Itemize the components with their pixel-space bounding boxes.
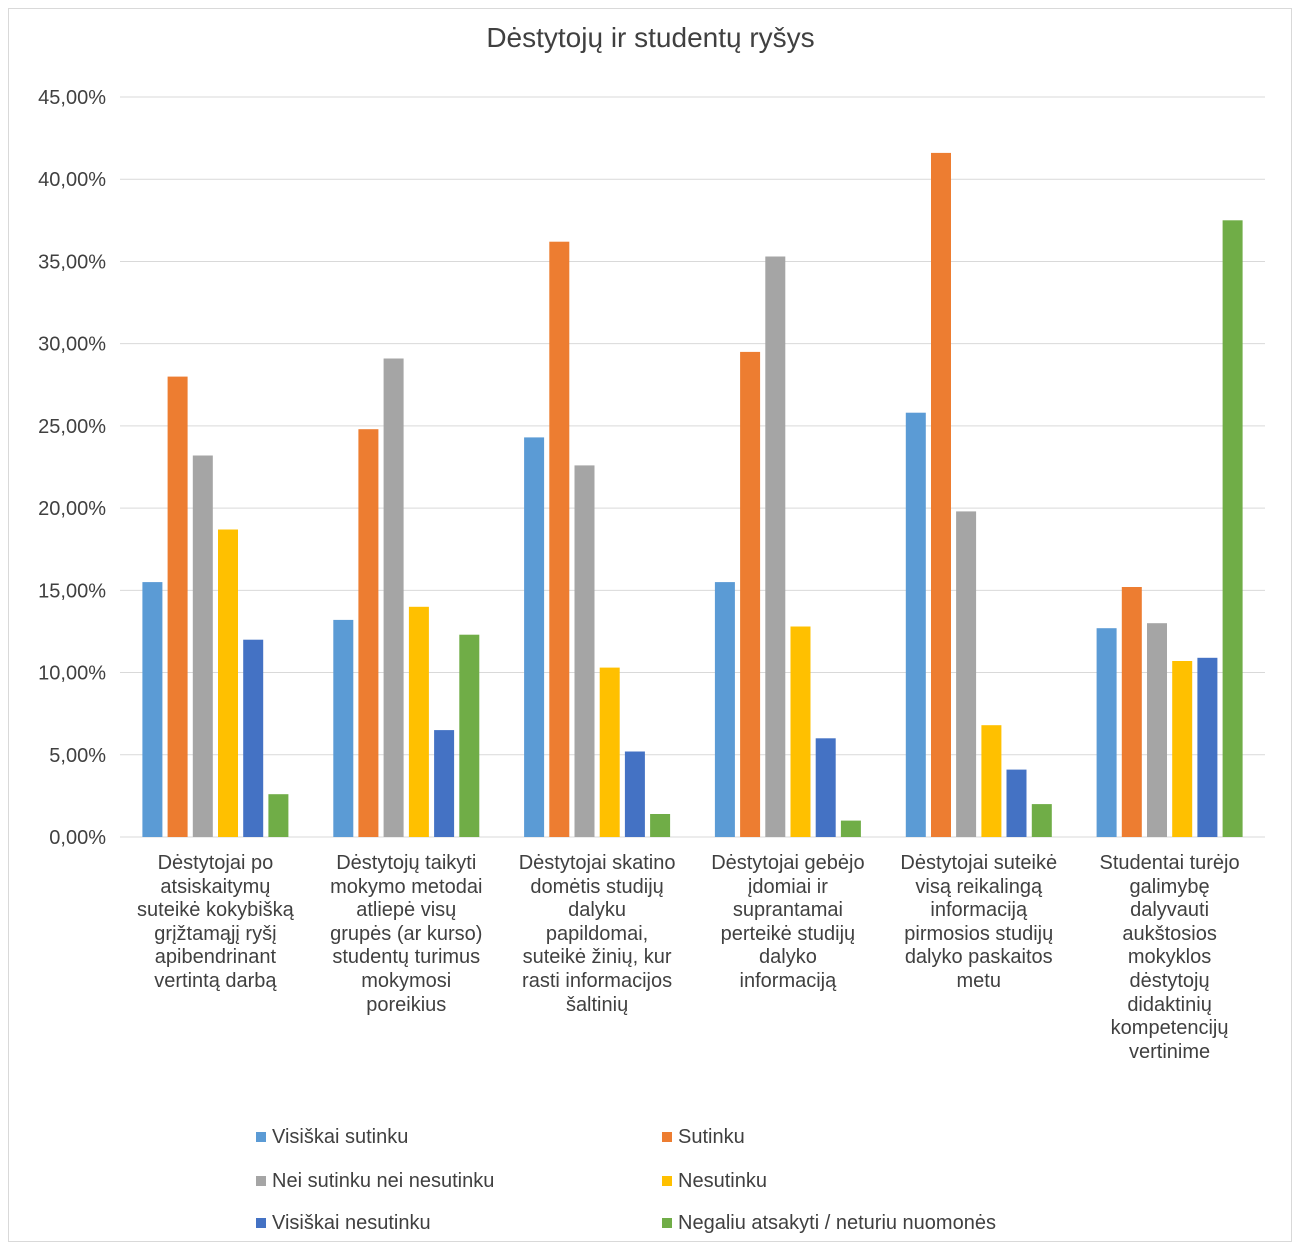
y-tick-label: 35,00%: [38, 251, 106, 273]
legend-item: Sutinku: [662, 1125, 745, 1149]
legend-label: Visiškai nesutinku: [272, 1212, 431, 1234]
legend-item: Nei sutinku nei nesutinku: [256, 1169, 494, 1193]
category-label: Dėstytojai skatino domėtis studijų dalyk…: [502, 852, 692, 1017]
bar: [906, 413, 926, 837]
legend-label: Sutinku: [678, 1126, 745, 1148]
bar: [268, 794, 288, 837]
y-tick-label: 30,00%: [38, 334, 106, 356]
y-tick-label: 10,00%: [38, 663, 106, 685]
legend-label: Negaliu atsakyti / neturiu nuomonės: [678, 1212, 996, 1234]
bar: [1122, 587, 1142, 837]
legend-swatch: [256, 1218, 266, 1228]
bar: [142, 582, 162, 837]
bar: [765, 257, 785, 838]
bar: [650, 814, 670, 837]
y-tick-label: 0,00%: [49, 827, 106, 849]
legend-label: Nesutinku: [678, 1170, 767, 1192]
legend-item: Negaliu atsakyti / neturiu nuomonės: [662, 1211, 996, 1235]
bar: [575, 465, 595, 837]
bar: [524, 437, 544, 837]
legend-swatch: [256, 1132, 266, 1142]
bar: [1223, 220, 1243, 837]
bar: [981, 725, 1001, 837]
bar: [956, 511, 976, 837]
bar: [549, 242, 569, 837]
category-label: Dėstytojai suteikė visą reikalingą infor…: [884, 852, 1074, 994]
bar: [1097, 628, 1117, 837]
bar: [931, 153, 951, 837]
y-tick-label: 25,00%: [38, 416, 106, 438]
legend-swatch: [662, 1176, 672, 1186]
y-tick-label: 20,00%: [38, 498, 106, 520]
y-tick-label: 40,00%: [38, 169, 106, 191]
bar: [193, 456, 213, 838]
category-label: Dėstytojai po atsiskaitymų suteikė kokyb…: [120, 852, 310, 994]
legend-label: Visiškai sutinku: [272, 1126, 408, 1148]
category-label: Dėstytojų taikyti mokymo metodai atliepė…: [311, 852, 501, 1017]
bar: [1147, 623, 1167, 837]
legend-item: Visiškai nesutinku: [256, 1211, 431, 1235]
y-tick-label: 15,00%: [38, 580, 106, 602]
bar: [1197, 658, 1217, 837]
category-label: Studentai turėjo galimybę dalyvauti aukš…: [1075, 852, 1265, 1064]
legend-label: Nei sutinku nei nesutinku: [272, 1170, 494, 1192]
bar: [1172, 661, 1192, 837]
bar: [409, 607, 429, 837]
legend-item: Visiškai sutinku: [256, 1125, 408, 1149]
y-tick-label: 45,00%: [38, 87, 106, 109]
bar: [384, 359, 404, 838]
y-tick-label: 5,00%: [49, 745, 106, 767]
bar: [715, 582, 735, 837]
bar: [434, 730, 454, 837]
bar: [218, 530, 238, 838]
legend-swatch: [662, 1132, 672, 1142]
bar: [168, 377, 188, 837]
legend-swatch: [662, 1218, 672, 1228]
bar: [740, 352, 760, 837]
bar: [841, 821, 861, 837]
bar: [1007, 770, 1027, 837]
bar: [333, 620, 353, 837]
legend-swatch: [256, 1176, 266, 1186]
bar: [358, 429, 378, 837]
category-label: Dėstytojai gebėjo įdomiai ir suprantamai…: [693, 852, 883, 994]
bar: [600, 668, 620, 837]
legend-item: Nesutinku: [662, 1169, 767, 1193]
bar: [625, 752, 645, 838]
bar: [243, 640, 263, 837]
bar: [459, 635, 479, 837]
bar: [1032, 804, 1052, 837]
bar: [791, 627, 811, 838]
bar: [816, 738, 836, 837]
